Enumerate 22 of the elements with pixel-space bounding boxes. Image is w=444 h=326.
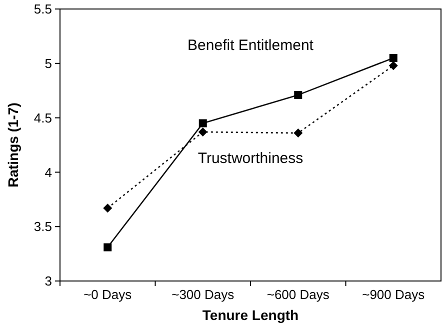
y-axis-title: Ratings (1-7) [5, 102, 21, 188]
point [388, 61, 398, 70]
y-tick-label: 5 [44, 56, 52, 71]
y-tick-label: 4.5 [34, 110, 52, 126]
x-tick-label: ~900 Days [362, 287, 426, 302]
point [198, 127, 208, 136]
x-axis-title: Tenure Length [202, 307, 299, 323]
point [103, 204, 112, 213]
y-tick-label: 3 [44, 274, 52, 289]
series-label: Trustworthiness [198, 150, 304, 168]
point [294, 128, 303, 138]
y-tick-label: 4 [44, 164, 52, 180]
x-tick-label: ~300 Days [172, 287, 235, 302]
point [198, 119, 207, 128]
text: Benefit Entitlement [188, 36, 314, 54]
y-tick-label: 5.5 [34, 2, 52, 17]
point [389, 54, 398, 62]
x-tick-label: ~0 Days [84, 287, 132, 302]
point [104, 243, 112, 252]
y-tick-label: 3.5 [34, 219, 52, 234]
x-tick-label: ~600 Days [266, 287, 330, 302]
point [294, 90, 302, 99]
